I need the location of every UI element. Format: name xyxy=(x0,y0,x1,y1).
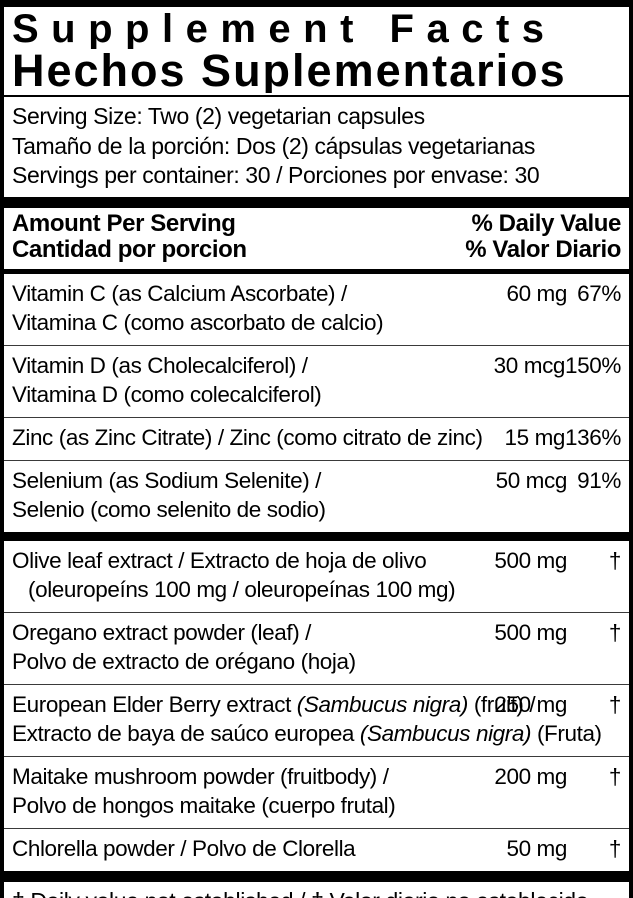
row-divider xyxy=(4,827,629,829)
nutrient-row: Zinc (as Zinc Citrate) / Zinc (como citr… xyxy=(4,418,629,460)
header-top-bar xyxy=(4,196,629,208)
daily-value: 91% xyxy=(577,467,621,493)
nutrient-row: Maitake mushroom powder (fruitbody) / Pol… xyxy=(4,757,629,828)
amount-value: 250 mg xyxy=(494,691,567,717)
nutrient-name: Oregano extract powder (leaf) / Polvo de … xyxy=(12,618,467,676)
title-divider xyxy=(4,95,629,97)
amount-value: 50 mg xyxy=(506,835,567,861)
row-divider xyxy=(4,683,629,685)
nutrient-name: Maitake mushroom powder (fruitbody) / Pol… xyxy=(12,762,467,820)
nutrient-name-line: Polvo de extracto de orégano (hoja) xyxy=(12,648,356,674)
daily-value-footnote: † Daily value not established / † Valor … xyxy=(4,882,629,898)
amount-value: 200 mg xyxy=(494,763,567,789)
nutrient-name-line: Vitamina D (como colecalciferol) xyxy=(12,381,322,407)
row-divider xyxy=(4,755,629,757)
nutrient-name-line: European Elder Berry extract (Sambucus n… xyxy=(12,691,536,717)
nutrient-row: Olive leaf extract / Extracto de hoja de… xyxy=(4,541,629,612)
row-divider xyxy=(4,344,629,346)
nutrient-row: Vitamin C (as Calcium Ascorbate) / Vitami… xyxy=(4,274,629,345)
amount-value: 500 mg xyxy=(494,547,567,573)
daily-value: † xyxy=(608,619,622,645)
nutrient-row: European Elder Berry extract (Sambucus n… xyxy=(4,685,629,756)
nutrient-name-line: Chlorella powder / Polvo de Clorella xyxy=(12,835,356,861)
daily-value: 136% xyxy=(565,424,621,450)
nutrient-name-line: Vitamin D (as Cholecalciferol) / xyxy=(12,352,308,378)
nutrient-name-line: Polvo de hongos maitake (cuerpo frutal) xyxy=(12,792,396,818)
nutrient-name: Selenium (as Sodium Selenite) / Selenio (… xyxy=(12,466,467,524)
amount-value: 50 mcg xyxy=(495,467,568,493)
section-divider-bar xyxy=(4,531,629,541)
amount-value: 500 mg xyxy=(494,619,567,645)
daily-value: † xyxy=(608,763,622,789)
title-english: Supplement Facts xyxy=(12,9,557,49)
nutrient-name: Vitamin C (as Calcium Ascorbate) / Vitami… xyxy=(12,279,467,337)
row-divider xyxy=(4,611,629,613)
row-divider xyxy=(4,416,629,418)
nutrient-name-line: (oleuropeíns 100 mg / oleuropeínas 100 m… xyxy=(28,576,456,602)
nutrient-row: Oregano extract powder (leaf) / Polvo de … xyxy=(4,613,629,684)
nutrient-name: Zinc (as Zinc Citrate) / Zinc (como citr… xyxy=(12,423,483,452)
nutrient-name: Olive leaf extract / Extracto de hoja de… xyxy=(12,546,467,604)
nutrient-name: Chlorella powder / Polvo de Clorella xyxy=(12,834,467,863)
nutrient-row: Chlorella powder / Polvo de Clorella 50 m… xyxy=(4,829,629,871)
amount-per-serving-header: Amount Per Serving Cantidad por porcion xyxy=(12,209,247,264)
daily-value-header: % Daily Value % Valor Diario xyxy=(465,209,621,264)
nutrient-name-line: Oregano extract powder (leaf) / xyxy=(12,619,311,645)
nutrient-name: Vitamin D (as Cholecalciferol) / Vitamina… xyxy=(12,351,465,409)
nutrient-rows: Vitamin C (as Calcium Ascorbate) / Vitami… xyxy=(4,274,629,882)
nutrient-name-line: Vitamina C (como ascorbato de calcio) xyxy=(12,309,384,335)
row-divider xyxy=(4,459,629,461)
title-block: Supplement Facts Hechos Suplementarios xyxy=(4,7,629,93)
amount-value: 15 mg xyxy=(504,424,566,450)
dv-header-en: % Daily Value xyxy=(471,209,621,237)
nutrient-row: Vitamin D (as Cholecalciferol) / Vitamina… xyxy=(4,346,629,417)
nutrient-name-line: Vitamin C (as Calcium Ascorbate) / xyxy=(12,280,347,306)
dv-header-es: % Valor Diario xyxy=(465,236,621,263)
daily-value: 150% xyxy=(565,352,621,378)
nutrient-name-line: Extracto de baya de saúco europea (Sambu… xyxy=(12,720,602,746)
serving-size-es: Tamaño de la porción: Dos (2) cápsulas v… xyxy=(12,132,535,159)
amount-header-en: Amount Per Serving xyxy=(12,209,236,237)
nutrient-name-line: Maitake mushroom powder (fruitbody) / xyxy=(12,763,389,789)
nutrient-name-line: Olive leaf extract / Extracto de hoja de… xyxy=(12,547,427,573)
table-header: Amount Per Serving Cantidad por porcion … xyxy=(4,208,629,269)
nutrient-name: European Elder Berry extract (Sambucus n… xyxy=(12,690,602,748)
amount-value: 60 mg xyxy=(506,280,567,306)
nutrient-name-line: Selenium (as Sodium Selenite) / xyxy=(12,467,322,493)
serving-info: Serving Size: Two (2) vegetarian capsule… xyxy=(4,97,629,197)
amount-header-es: Cantidad por porcion xyxy=(12,236,247,263)
daily-value: 67% xyxy=(577,280,621,306)
servings-per-container: Servings per container: 30 / Porciones p… xyxy=(12,162,540,188)
nutrient-name-line: Selenio (como selenito de sodio) xyxy=(12,496,326,522)
serving-size-en: Serving Size: Two (2) vegetarian capsule… xyxy=(12,103,425,129)
daily-value: † xyxy=(608,547,622,573)
header-bottom-bar xyxy=(4,268,629,274)
nutrient-name-line: Zinc (as Zinc Citrate) / Zinc (como citr… xyxy=(12,424,483,450)
daily-value: † xyxy=(608,691,622,717)
daily-value: † xyxy=(608,835,622,861)
footnote-top-bar xyxy=(4,870,629,882)
amount-value: 30 mcg xyxy=(493,352,566,378)
nutrient-row: Selenium (as Sodium Selenite) / Selenio (… xyxy=(4,461,629,532)
title-spanish: Hechos Suplementarios xyxy=(12,49,567,93)
